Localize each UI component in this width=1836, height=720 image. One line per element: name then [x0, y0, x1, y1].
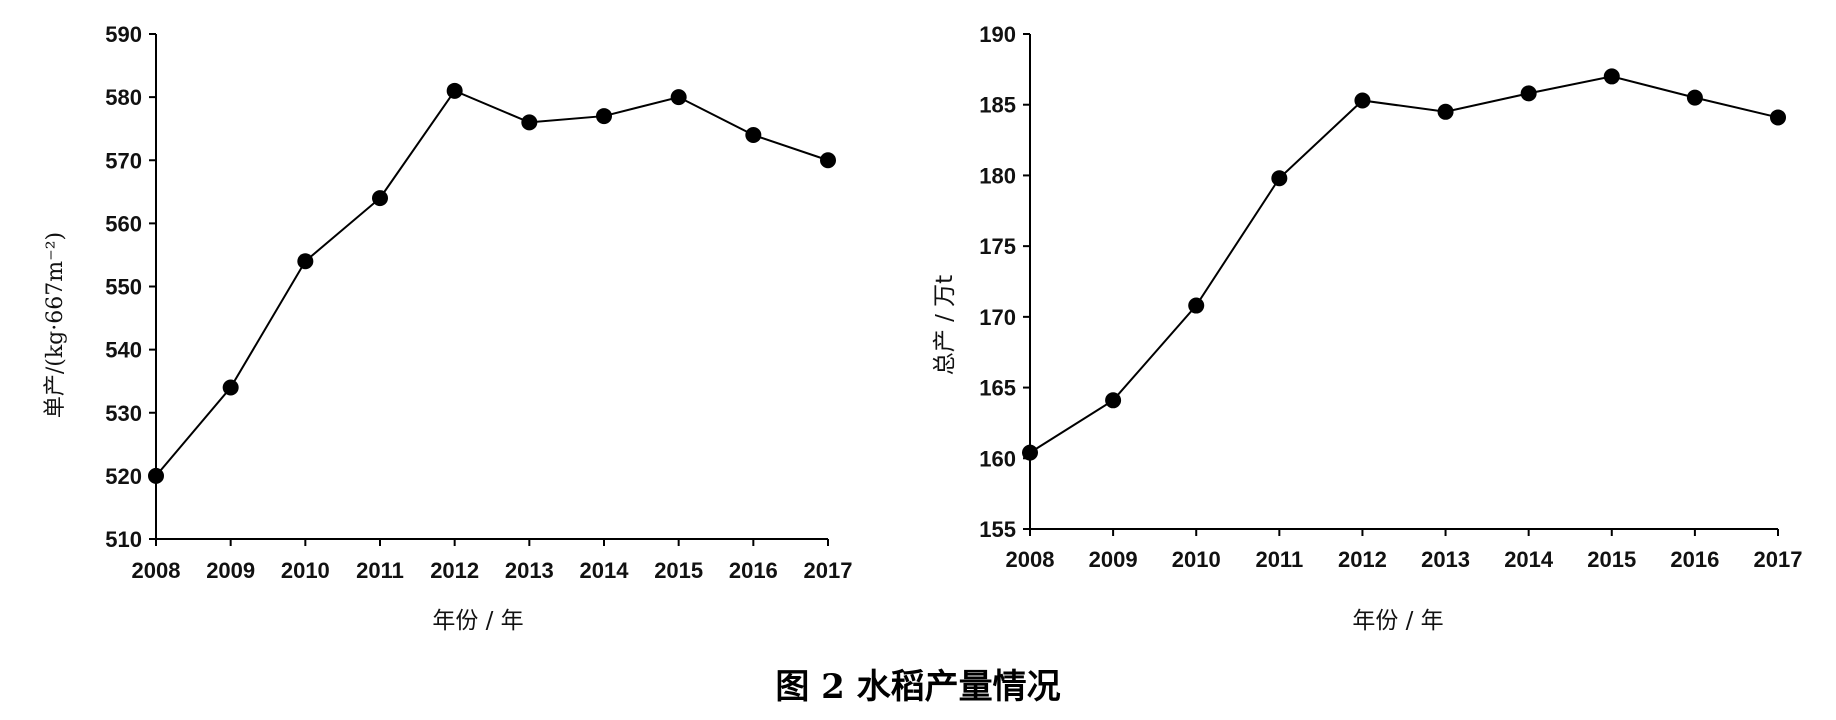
y-tick-label: 185	[979, 93, 1016, 118]
data-point	[222, 379, 239, 396]
x-tick-label: 2013	[1421, 547, 1470, 572]
y-tick-label: 180	[979, 163, 1016, 188]
y-axis-title: 单产/(kg·667m⁻²)	[43, 232, 68, 418]
data-point	[1271, 170, 1288, 187]
x-tick-label: 2009	[206, 558, 255, 583]
x-tick-label: 2011	[356, 558, 404, 583]
x-tick-label: 2009	[1089, 547, 1138, 572]
x-tick-label: 2015	[1587, 547, 1636, 572]
data-point	[446, 82, 463, 99]
series-line	[155, 89, 829, 477]
y-axis-title: 总产 / 万t	[932, 275, 958, 375]
x-tick-label: 2014	[580, 558, 630, 583]
y-tick-label: 155	[979, 517, 1016, 542]
data-point	[1770, 109, 1786, 126]
x-tick-label: 2012	[430, 558, 479, 583]
data-point	[521, 114, 538, 131]
x-axis-title: 年份 / 年	[1352, 608, 1443, 634]
unit-yield-chart: 年份 / 年 单产/(kg·667m⁻²) 510 520 530 540 550 560…	[43, 22, 852, 634]
y-tick-label: 540	[105, 338, 142, 363]
y-tick-label: 190	[979, 22, 1016, 47]
x-tick-label: 2008	[1006, 547, 1055, 572]
data-point	[596, 108, 612, 125]
y-tick-label: 175	[979, 234, 1016, 259]
y-tick-label: 550	[105, 275, 142, 300]
x-tick-label: 2012	[1338, 547, 1387, 572]
x-tick-label: 2011	[1255, 547, 1303, 572]
data-point	[1520, 85, 1537, 102]
series-line	[1029, 75, 1779, 454]
data-point	[1188, 297, 1205, 314]
x-tick-label: 2010	[1172, 547, 1221, 572]
data-point	[820, 152, 836, 169]
data-point	[372, 190, 388, 207]
x-tick-label: 2010	[281, 558, 330, 583]
y-tick-label: 530	[105, 401, 142, 426]
total-yield-chart: 年份 / 年 总产 / 万t 155 160 165 170 175 180 185 190 2…	[932, 22, 1802, 634]
x-tick-label: 2016	[1670, 547, 1719, 572]
x-tick-label: 2016	[729, 558, 778, 583]
data-point	[670, 89, 687, 106]
x-tick-label: 2014	[1504, 547, 1554, 572]
data-point	[1686, 89, 1703, 106]
x-tick-label: 2017	[1754, 547, 1803, 572]
x-axis-title: 年份 / 年	[432, 608, 523, 634]
y-tick-label: 520	[105, 464, 142, 489]
x-tick-label: 2008	[132, 558, 181, 583]
data-point	[148, 467, 164, 484]
data-point	[297, 253, 314, 270]
x-tick-label: 2015	[654, 558, 703, 583]
y-tick-label: 560	[105, 211, 142, 236]
data-point	[1603, 68, 1620, 85]
x-tick-label: 2017	[804, 558, 853, 583]
y-tick-label: 590	[105, 22, 142, 47]
data-point	[1437, 103, 1454, 120]
data-point	[1105, 392, 1122, 409]
x-tick-label: 2013	[505, 558, 554, 583]
data-point	[745, 127, 762, 143]
y-tick-label: 570	[105, 148, 142, 173]
data-point	[1354, 92, 1371, 109]
data-point	[1022, 444, 1038, 461]
y-tick-label: 170	[979, 305, 1016, 330]
y-tick-label: 165	[979, 376, 1016, 401]
figure-caption: 图 2 水稻产量情况	[775, 667, 1060, 707]
y-tick-label: 160	[979, 446, 1016, 471]
y-tick-label: 580	[105, 85, 142, 110]
y-tick-label: 510	[105, 527, 142, 552]
